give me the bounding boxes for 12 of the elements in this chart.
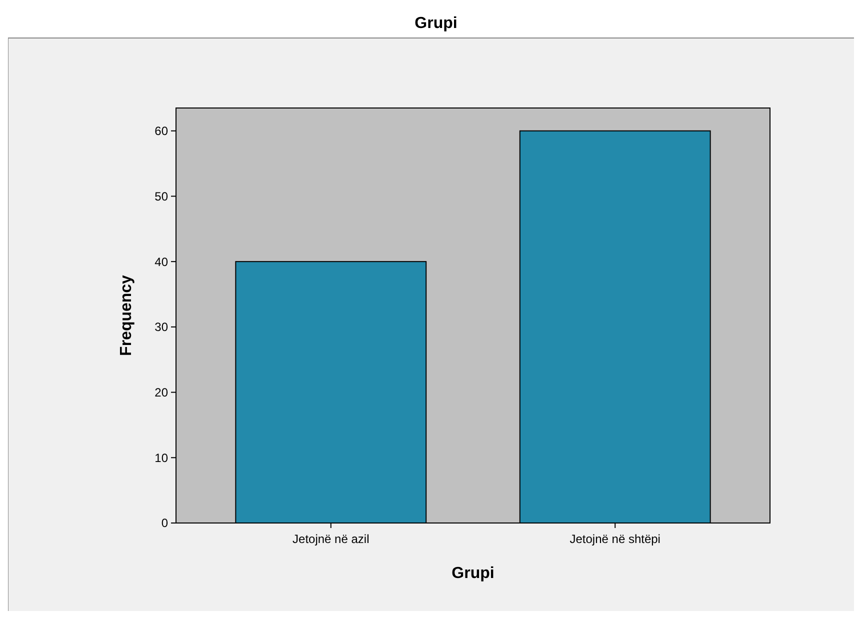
y-tick-label: 10 xyxy=(154,450,168,465)
x-tick-label: Jetojnë në azil xyxy=(292,532,370,546)
y-tick-label: 40 xyxy=(154,254,168,269)
chart-title: Grupi xyxy=(414,15,458,32)
y-tick-label: 20 xyxy=(154,385,168,400)
y-tick-label: 60 xyxy=(154,124,168,138)
y-tick-label: 0 xyxy=(161,516,168,530)
x-axis-title: Grupi xyxy=(452,565,494,582)
y-axis-title: Frequency xyxy=(118,274,135,356)
y-tick-label: 50 xyxy=(154,189,168,204)
y-tick-label: 30 xyxy=(154,320,168,334)
x-tick-label: Jetojnë në shtëpi xyxy=(570,532,660,546)
